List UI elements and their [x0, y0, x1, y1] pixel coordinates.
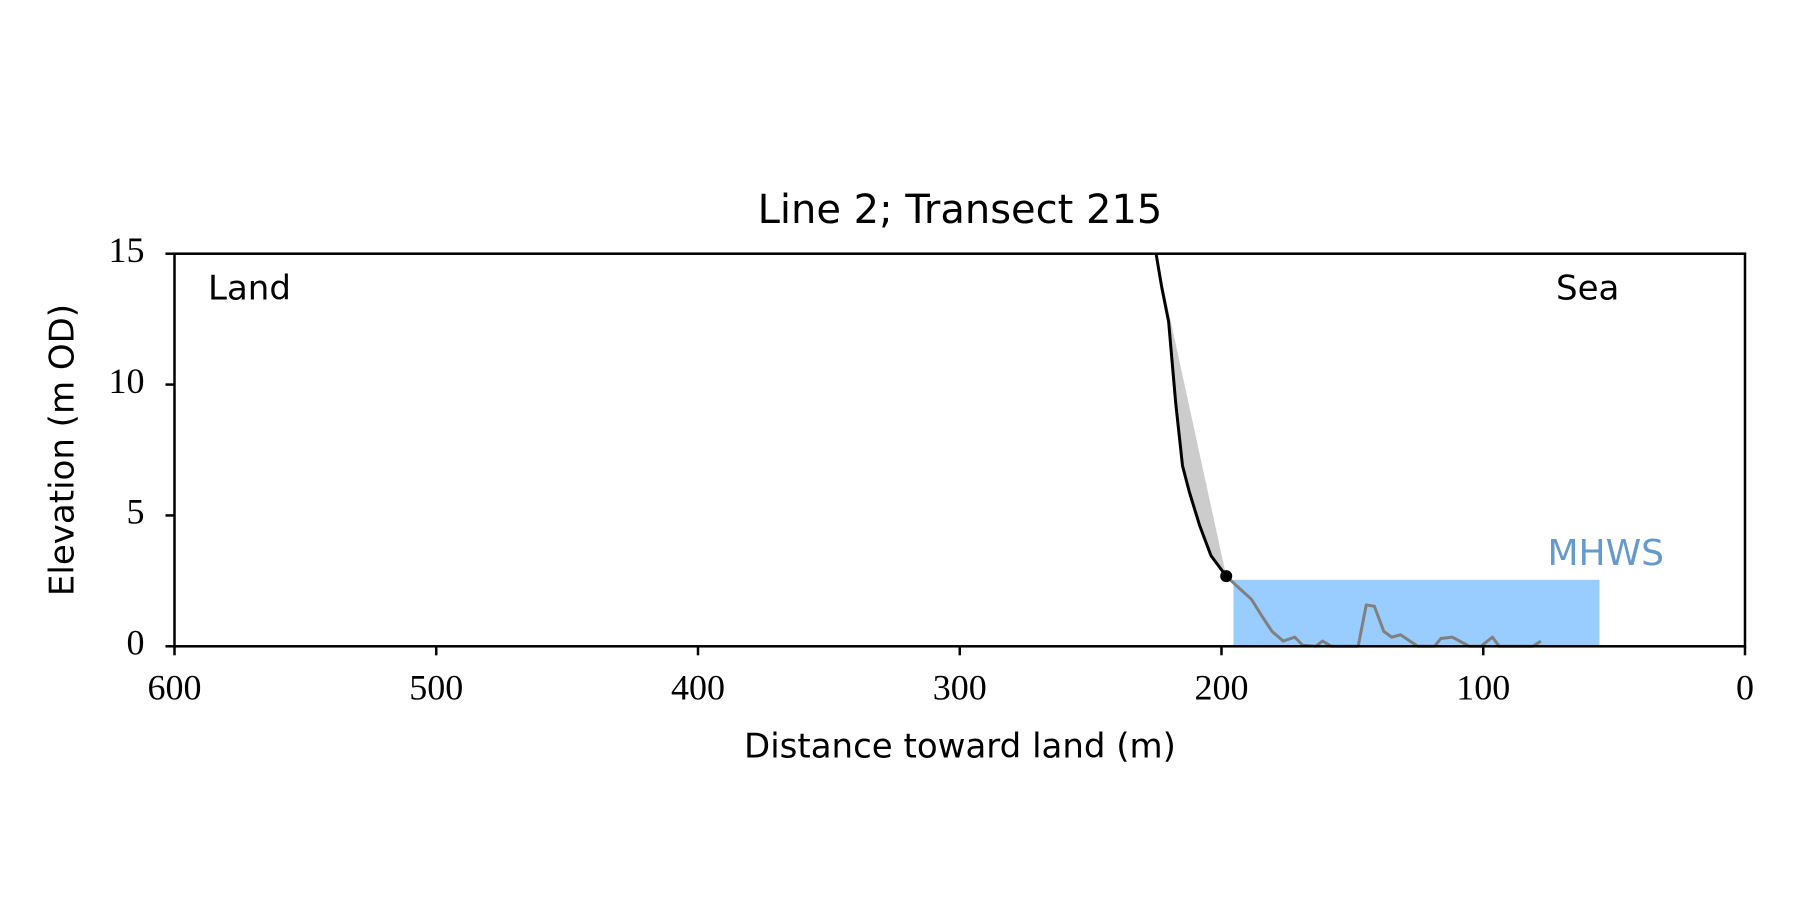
- mhws-label: MHWS: [1547, 533, 1664, 574]
- y-axis-label: Elevation (m OD): [43, 304, 83, 596]
- x-tick-label: 400: [671, 668, 725, 708]
- mhws-area: [1233, 579, 1600, 647]
- y-tick-label: 0: [127, 623, 145, 663]
- x-axis-label: Distance toward land (m): [744, 727, 1176, 767]
- y-tick-label: 10: [109, 361, 145, 401]
- y-tick-label: 5: [127, 492, 145, 532]
- shaded-area: [1027, 253, 1227, 577]
- y-tick-label: 15: [109, 230, 145, 270]
- profile-line: [1154, 253, 1228, 578]
- x-tick-label: 0: [1736, 668, 1754, 708]
- x-tick-label: 500: [409, 668, 463, 708]
- point-marker: [1220, 570, 1233, 583]
- annotation: Sea: [1556, 269, 1619, 309]
- chart-title: Line 2; Transect 215: [758, 187, 1163, 233]
- x-tick-label: 100: [1456, 668, 1510, 708]
- x-tick-label: 600: [148, 668, 202, 708]
- x-tick-label: 200: [1195, 668, 1249, 708]
- x-tick-label: 300: [933, 668, 987, 708]
- annotation: Land: [208, 269, 291, 309]
